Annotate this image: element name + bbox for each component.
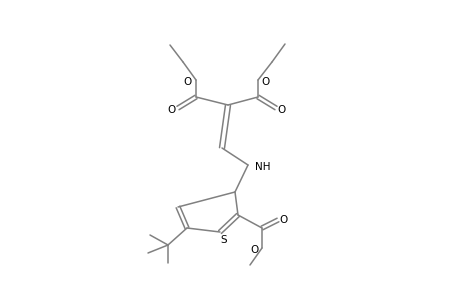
Text: O: O: [261, 77, 269, 87]
Text: O: O: [277, 105, 285, 115]
Text: O: O: [250, 245, 258, 255]
Text: O: O: [184, 77, 192, 87]
Text: O: O: [279, 215, 287, 225]
Text: S: S: [220, 235, 227, 245]
Text: O: O: [168, 105, 176, 115]
Text: NH: NH: [254, 162, 270, 172]
